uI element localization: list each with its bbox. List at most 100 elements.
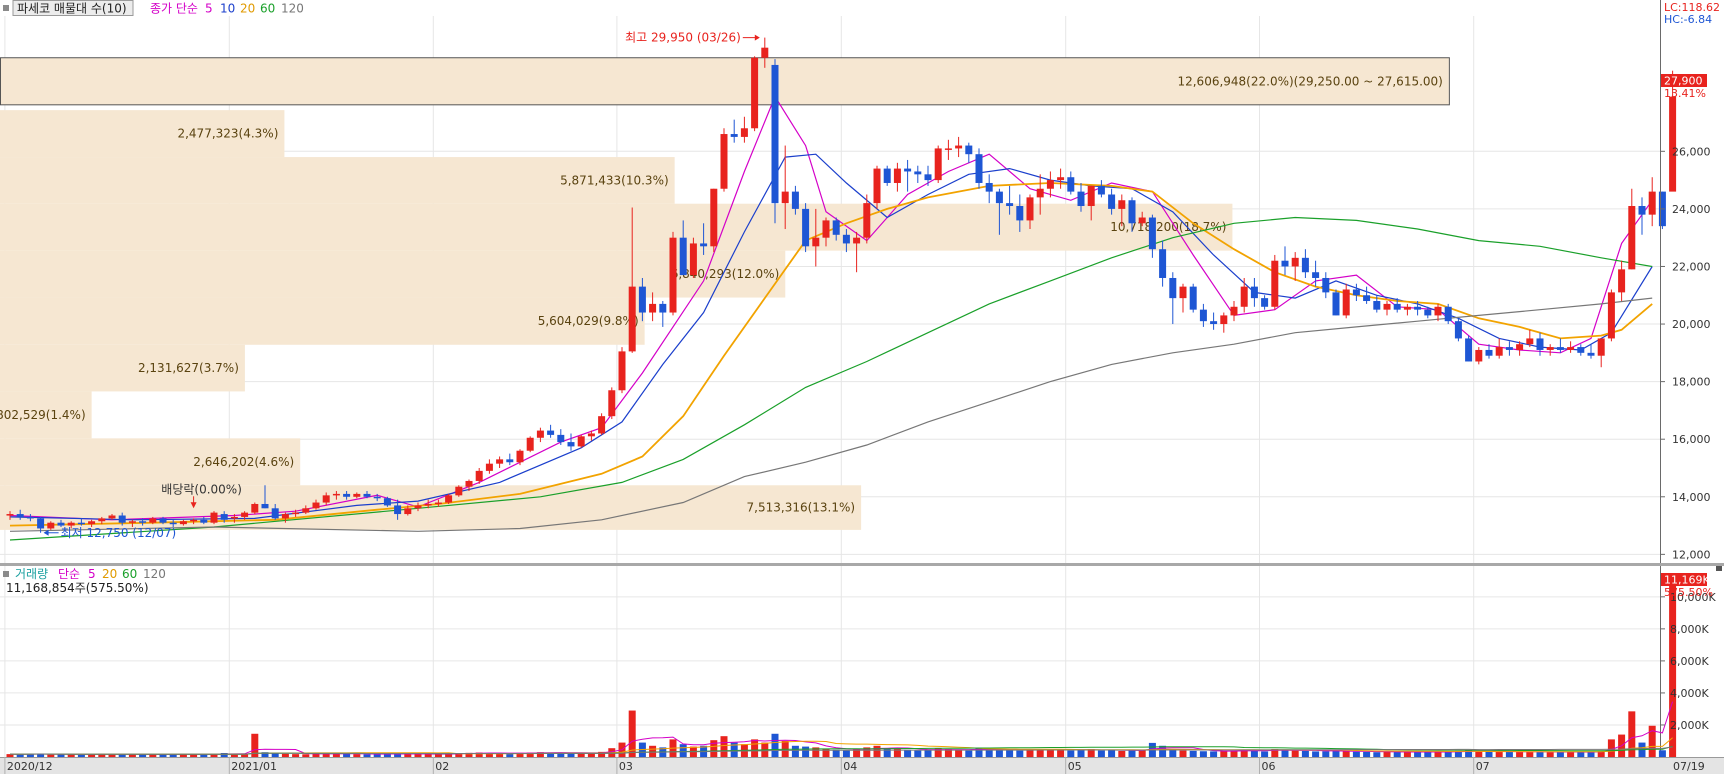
candle [710,188,718,253]
candle [1128,197,1136,232]
vol-ma20-label: 20 [102,567,117,581]
volume-profile-bar [0,157,675,204]
dividend-arrow-head [190,502,197,509]
volume-bar [904,749,912,757]
volume-bar [1128,750,1136,757]
volume-bar [1159,745,1167,757]
candle [1628,188,1636,270]
candle [1587,344,1595,359]
volume-profile-label: 7,513,316(13.1%) [747,501,856,515]
volume-profile: 7,513,316(13.1%) 2,646,202(4.6%) 802,529(1… [0,57,1450,530]
menu-toggle-icon[interactable] [3,5,9,11]
candle [955,136,963,158]
volume-bar [934,748,942,757]
volume-bar [414,754,422,757]
volume-bar [1077,749,1085,757]
candle [924,165,932,186]
volume-panel[interactable]: 거래량 단순 5 20 60 120 11,168,854주(575.50%) … [0,566,1716,757]
volume-bar [944,748,952,757]
volume-bar [465,752,473,757]
candle [1210,312,1218,330]
date-right-label: 07/19 [1673,760,1705,773]
volume-bar [332,753,340,757]
candle [159,516,167,525]
candle [251,502,259,515]
price-panel[interactable]: 7,513,316(13.1%) 2,646,202(4.6%) 802,529(1… [0,16,1677,563]
price-tick-label: 16,000 [1672,433,1711,446]
volume-bar [1536,751,1544,757]
ma60-line [9,216,1653,541]
volume-bar [383,753,391,757]
last-price: 27,900 [1664,75,1703,88]
max-volume-profile-outline [0,57,1450,106]
dividend-label: 배당락(0.00%) [161,482,242,496]
candle [1638,197,1646,235]
volume-bar [995,748,1003,757]
candle [649,292,657,322]
volume-bar [720,736,728,757]
volume-ma5-line [9,701,1674,755]
candle [261,485,269,509]
candle [343,491,351,500]
candle [455,485,463,497]
chart-title-box[interactable] [12,0,134,16]
candle [1118,194,1126,227]
volume-bar [159,754,167,757]
volume-bar [353,754,361,757]
volume-value: 11,168,854주(575.50%) [6,581,149,595]
volume-bar [485,753,493,757]
volume-bar [373,754,381,757]
volume-profile-bar [0,203,1233,251]
volume-bar [322,753,330,757]
volume-profile-label: 802,529(1.4%) [0,408,86,422]
volume-bar [547,752,555,757]
volume-bar [1332,750,1340,757]
candle [496,456,504,468]
volume-bar [853,748,861,757]
volume-bar [1036,748,1044,757]
volume-bar [883,748,891,757]
candle [975,148,983,189]
volume-bar [1108,750,1116,757]
volume-bar [1342,751,1350,757]
ma5-label: 5 [205,2,213,16]
candle [1240,277,1248,313]
candle [241,511,249,520]
volume-bar [1189,750,1197,757]
candle [1475,347,1483,365]
volume-bar [893,748,901,757]
volume-bar [1250,750,1258,757]
volume-bar [496,753,504,757]
volume-bar [1281,750,1289,757]
volume-grid [0,566,1660,757]
candle [771,59,779,224]
candle [1077,182,1085,212]
volume-bar [1291,750,1299,757]
candle [1444,303,1452,325]
candle [445,493,453,504]
candle [1281,246,1289,276]
volume-bar [1577,751,1585,757]
volume-bar [1057,750,1065,757]
volume-bar [649,745,657,757]
date-label: 05 [1068,760,1082,773]
candle [1199,303,1207,327]
candle [98,516,106,525]
candle [547,424,555,438]
candle [638,277,646,322]
candle [88,519,96,528]
volume-profile-label: 5,604,029(9.8%) [538,314,639,328]
lc-label: LC:118.62 [1664,1,1720,14]
volume-bar [914,750,922,757]
candle [332,491,340,500]
candle [1148,214,1156,258]
candle [404,505,412,516]
volume-bar [822,748,830,757]
candle [1271,254,1279,310]
volume-bar [577,752,585,757]
candle [108,514,116,520]
candle [1097,180,1105,198]
volume-bar [842,750,850,757]
candle [557,429,565,445]
